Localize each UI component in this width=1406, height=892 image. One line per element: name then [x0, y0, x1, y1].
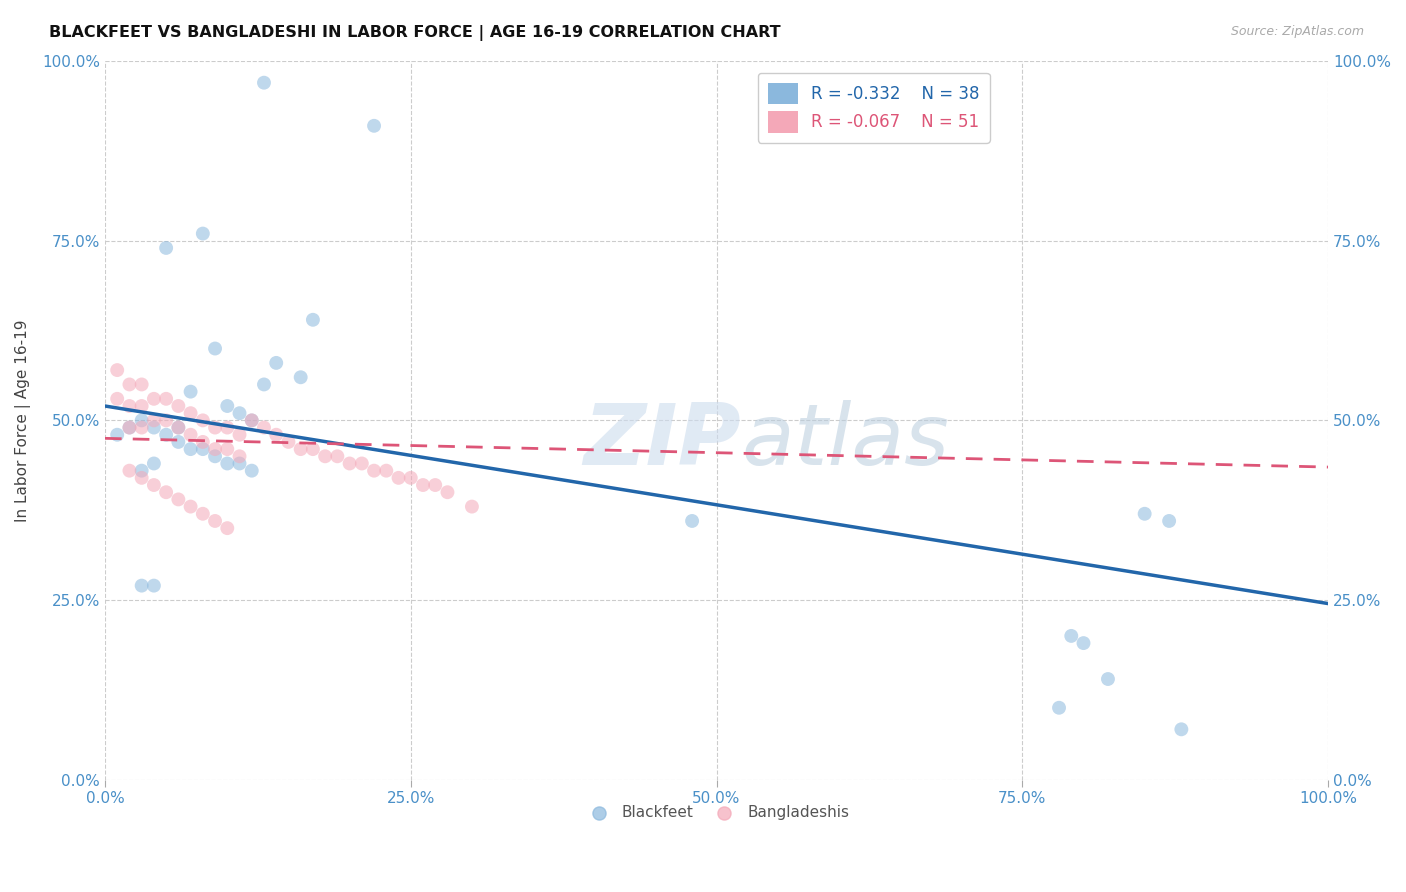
Point [180, 406, 202, 420]
Point [1060, 629, 1083, 643]
Point [118, 377, 141, 392]
Point [1047, 700, 1070, 714]
Point [363, 119, 385, 133]
Point [155, 241, 177, 255]
Point [253, 420, 276, 434]
Point [105, 392, 128, 406]
Point [228, 406, 250, 420]
Point [155, 427, 177, 442]
Point [217, 420, 239, 434]
Point [131, 377, 153, 392]
Point [264, 356, 287, 370]
Point [180, 384, 202, 399]
Point [191, 507, 214, 521]
Point [167, 420, 190, 434]
Point [277, 434, 299, 449]
Point [350, 457, 373, 471]
Point [131, 420, 153, 434]
Point [191, 442, 214, 456]
Point [228, 450, 250, 464]
Point [253, 76, 276, 90]
Point [105, 363, 128, 377]
Point [118, 464, 141, 478]
Point [142, 579, 165, 593]
Point [167, 420, 190, 434]
Point [118, 420, 141, 434]
Point [264, 427, 287, 442]
Point [302, 442, 325, 456]
Point [363, 464, 385, 478]
Text: BLACKFEET VS BANGLADESHI IN LABOR FORCE | AGE 16-19 CORRELATION CHART: BLACKFEET VS BANGLADESHI IN LABOR FORCE … [49, 25, 780, 41]
Text: atlas: atlas [741, 401, 949, 483]
Point [191, 413, 214, 427]
Point [217, 399, 239, 413]
Point [155, 413, 177, 427]
Point [339, 457, 361, 471]
Point [118, 399, 141, 413]
Point [142, 457, 165, 471]
Point [142, 478, 165, 492]
Point [425, 478, 447, 492]
Point [204, 420, 226, 434]
Point [204, 450, 226, 464]
Point [131, 413, 153, 427]
Point [1133, 507, 1156, 521]
Point [105, 427, 128, 442]
Point [155, 485, 177, 500]
Point [681, 514, 703, 528]
Point [180, 442, 202, 456]
Point [290, 442, 312, 456]
Point [118, 420, 141, 434]
Point [240, 464, 263, 478]
Point [240, 413, 263, 427]
Point [142, 392, 165, 406]
Point [204, 442, 226, 456]
Point [302, 313, 325, 327]
Y-axis label: In Labor Force | Age 16-19: In Labor Force | Age 16-19 [15, 319, 31, 522]
Point [191, 227, 214, 241]
Point [217, 521, 239, 535]
Point [1159, 514, 1181, 528]
Point [290, 370, 312, 384]
Point [217, 442, 239, 456]
Point [240, 413, 263, 427]
Point [142, 420, 165, 434]
Point [228, 457, 250, 471]
Point [399, 471, 422, 485]
Point [461, 500, 484, 514]
Point [387, 471, 409, 485]
Point [191, 434, 214, 449]
Point [1073, 636, 1095, 650]
Point [253, 377, 276, 392]
Point [1097, 672, 1119, 686]
Point [131, 399, 153, 413]
Point [131, 464, 153, 478]
Point [142, 413, 165, 427]
Point [375, 464, 398, 478]
Point [314, 450, 336, 464]
Point [131, 471, 153, 485]
Legend: Blackfeet, Bangladeshis: Blackfeet, Bangladeshis [578, 798, 855, 826]
Text: ZIP: ZIP [583, 401, 741, 483]
Point [155, 392, 177, 406]
Point [436, 485, 458, 500]
Point [217, 457, 239, 471]
Point [1170, 723, 1192, 737]
Point [180, 427, 202, 442]
Point [180, 500, 202, 514]
Point [167, 399, 190, 413]
Point [167, 492, 190, 507]
Point [167, 434, 190, 449]
Point [412, 478, 434, 492]
Point [204, 342, 226, 356]
Text: Source: ZipAtlas.com: Source: ZipAtlas.com [1230, 25, 1364, 38]
Point [204, 514, 226, 528]
Point [326, 450, 349, 464]
Point [228, 427, 250, 442]
Point [131, 579, 153, 593]
